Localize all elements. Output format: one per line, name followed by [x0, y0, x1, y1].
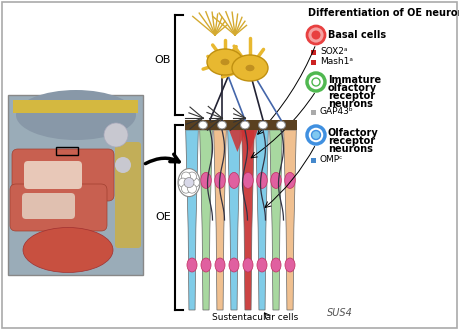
Text: Basal cells: Basal cells — [328, 30, 386, 40]
Text: receptor: receptor — [328, 136, 375, 146]
Ellipse shape — [241, 121, 250, 129]
Polygon shape — [13, 100, 138, 113]
FancyBboxPatch shape — [10, 184, 107, 231]
Bar — [311, 50, 316, 55]
Text: GAP43ᵇ: GAP43ᵇ — [320, 108, 354, 116]
Ellipse shape — [181, 172, 190, 181]
Ellipse shape — [232, 55, 268, 81]
Circle shape — [184, 178, 194, 187]
Polygon shape — [200, 130, 213, 310]
Text: neurons: neurons — [328, 144, 373, 154]
Text: OMPᶜ: OMPᶜ — [320, 155, 343, 164]
Ellipse shape — [229, 172, 239, 188]
Circle shape — [312, 30, 320, 40]
Ellipse shape — [215, 258, 225, 272]
Bar — [311, 60, 316, 65]
Polygon shape — [270, 130, 282, 310]
Text: Immature: Immature — [328, 75, 381, 85]
Ellipse shape — [207, 49, 243, 75]
Circle shape — [307, 26, 325, 44]
Text: receptor: receptor — [328, 91, 375, 101]
Ellipse shape — [179, 178, 187, 187]
Text: olfactory: olfactory — [328, 83, 377, 93]
Text: Sustentacular cells: Sustentacular cells — [212, 313, 298, 322]
Polygon shape — [229, 130, 246, 152]
Polygon shape — [228, 130, 241, 310]
Bar — [311, 158, 316, 163]
Polygon shape — [256, 130, 269, 310]
Ellipse shape — [243, 258, 253, 272]
Ellipse shape — [257, 172, 267, 188]
Ellipse shape — [276, 121, 285, 129]
Ellipse shape — [257, 258, 267, 272]
Ellipse shape — [271, 172, 281, 188]
Ellipse shape — [285, 172, 295, 188]
Polygon shape — [186, 130, 198, 310]
Text: Mash1ᵃ: Mash1ᵃ — [320, 57, 353, 67]
Ellipse shape — [187, 172, 196, 181]
Ellipse shape — [190, 178, 200, 187]
Ellipse shape — [215, 172, 225, 188]
Ellipse shape — [201, 172, 211, 188]
Text: OB: OB — [155, 55, 171, 65]
Ellipse shape — [16, 90, 136, 140]
Text: OE: OE — [155, 213, 171, 222]
Ellipse shape — [198, 121, 207, 129]
Ellipse shape — [187, 184, 196, 193]
Ellipse shape — [23, 227, 113, 273]
Circle shape — [312, 130, 320, 140]
Ellipse shape — [181, 184, 190, 193]
Bar — [185, 120, 297, 130]
Text: SUS4: SUS4 — [327, 308, 353, 318]
Ellipse shape — [178, 169, 200, 197]
Ellipse shape — [201, 258, 211, 272]
Text: neurons: neurons — [328, 99, 373, 109]
Bar — [56, 147, 78, 155]
FancyBboxPatch shape — [12, 149, 114, 201]
Ellipse shape — [285, 258, 295, 272]
Bar — [8, 95, 143, 275]
Ellipse shape — [218, 121, 226, 129]
Text: SOX2ᵃ: SOX2ᵃ — [320, 48, 347, 56]
Ellipse shape — [220, 59, 230, 65]
Ellipse shape — [187, 258, 197, 272]
Circle shape — [115, 157, 131, 173]
FancyBboxPatch shape — [24, 161, 82, 189]
Polygon shape — [241, 130, 258, 152]
Bar — [311, 110, 316, 115]
Circle shape — [312, 78, 320, 86]
Circle shape — [307, 73, 325, 91]
Ellipse shape — [258, 121, 268, 129]
Text: Differentiation of OE neuron: Differentiation of OE neuron — [308, 8, 459, 18]
Circle shape — [104, 123, 128, 147]
Polygon shape — [214, 130, 226, 310]
Polygon shape — [284, 130, 297, 310]
Circle shape — [307, 126, 325, 144]
Ellipse shape — [229, 258, 239, 272]
FancyBboxPatch shape — [22, 193, 75, 219]
Ellipse shape — [271, 258, 281, 272]
Ellipse shape — [243, 172, 253, 188]
Ellipse shape — [246, 65, 254, 71]
Text: Olfactory: Olfactory — [328, 128, 379, 138]
FancyBboxPatch shape — [115, 142, 141, 248]
Ellipse shape — [187, 172, 197, 188]
Polygon shape — [242, 130, 254, 310]
